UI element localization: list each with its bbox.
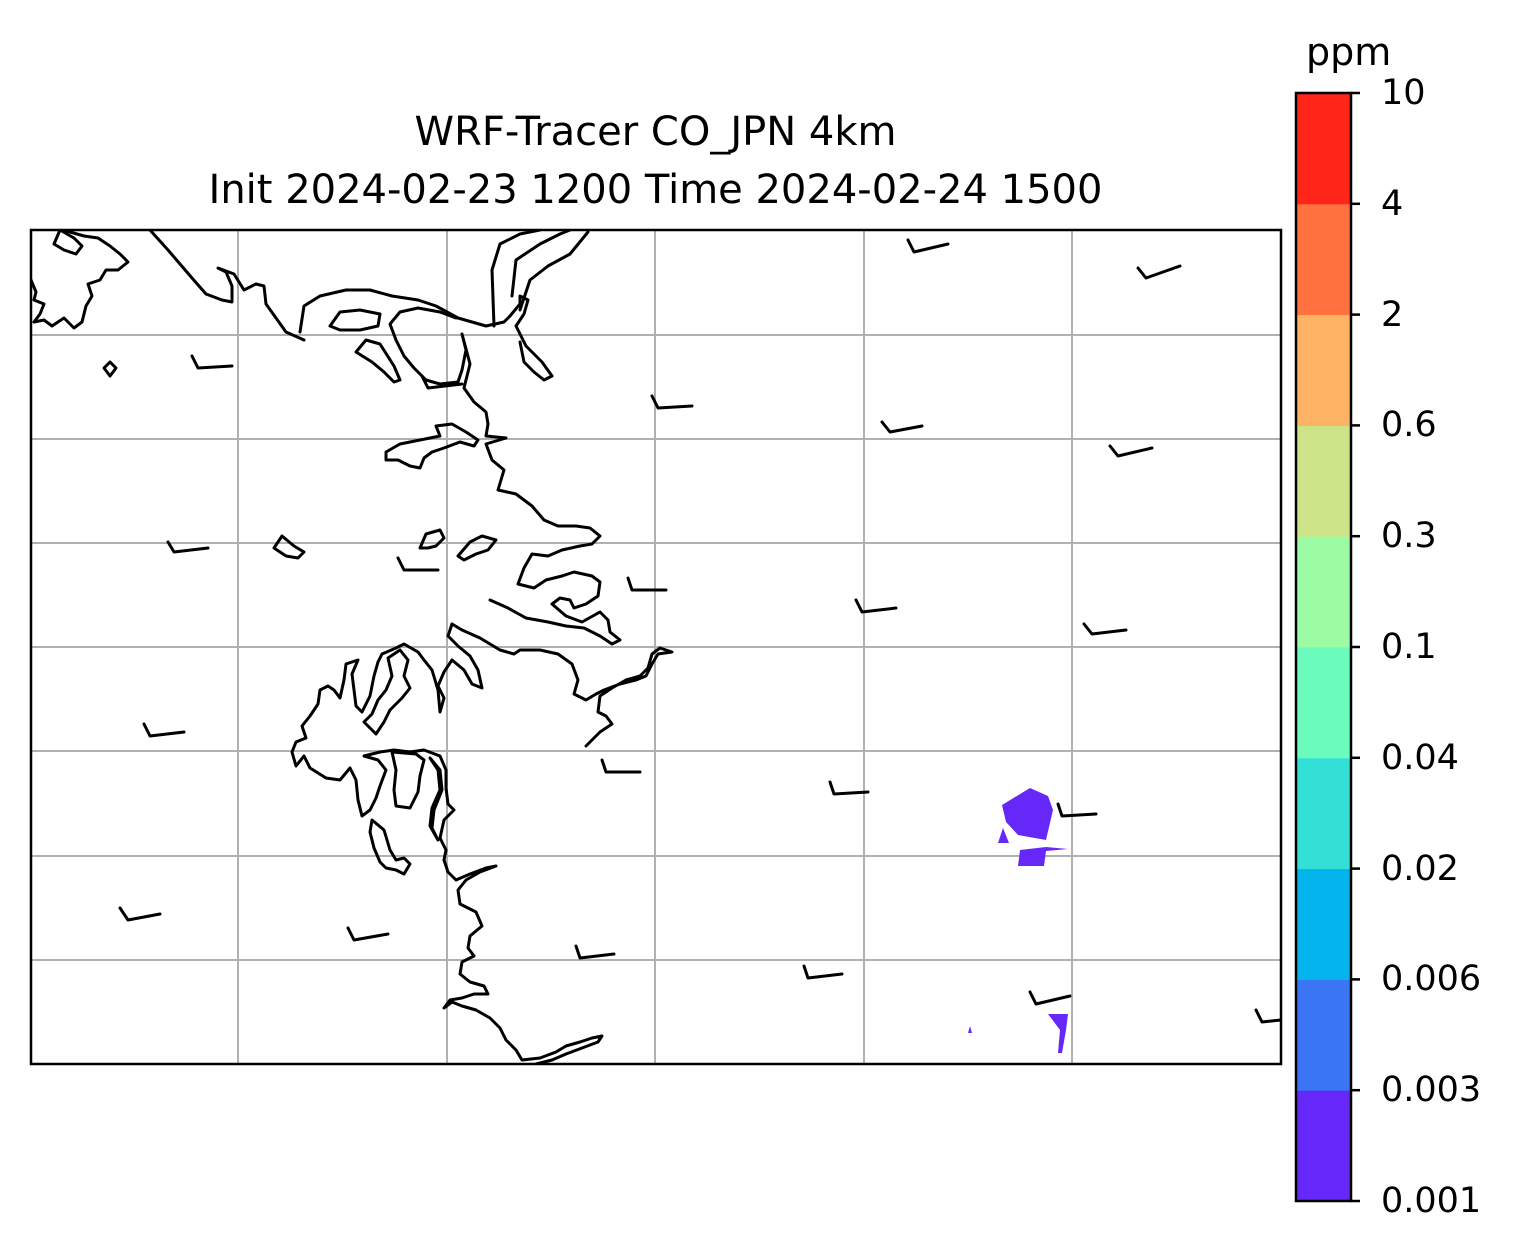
wind-barb	[1028, 990, 1072, 1006]
wind-barb	[1056, 802, 1098, 818]
colorbar-tick-label: 10	[1381, 73, 1426, 113]
colorbar-cell	[1296, 647, 1351, 759]
wind-barb	[906, 238, 950, 254]
wind-barb	[142, 722, 186, 738]
colorbar-tick-label: 0.006	[1381, 959, 1482, 1000]
coastline-inlet	[490, 230, 542, 328]
wind-barb	[118, 906, 162, 922]
coastline-northwest	[31, 230, 130, 330]
plume-patch-lower	[1018, 847, 1068, 866]
colorbar-unit-label: ppm	[1306, 30, 1392, 74]
coastline-west-inner	[362, 648, 412, 736]
wind-barb	[1108, 444, 1154, 458]
colorbar-tick-label: 0.1	[1381, 627, 1437, 667]
colorbar-cell	[1296, 757, 1351, 870]
colorbar-cell	[1296, 868, 1351, 980]
wind-barb	[396, 556, 440, 572]
coastline-west-peninsula	[290, 622, 484, 862]
wind-barb	[1082, 622, 1128, 636]
coastlines	[31, 230, 674, 1064]
coastline-mid-island-2	[428, 756, 444, 842]
colorbar-tick-label: 4	[1381, 183, 1404, 224]
coastline-island-c	[384, 422, 480, 470]
coastline-island-a	[328, 308, 382, 332]
coastline-island-f	[418, 528, 446, 550]
colorbar-tick-label: 0.003	[1381, 1070, 1482, 1111]
coastline-bay-north	[298, 288, 554, 382]
coastline-northeast-channel	[518, 230, 590, 312]
coastline-island-h	[52, 230, 84, 256]
wind-barb	[1136, 264, 1182, 280]
coastline-southwest-chain	[368, 818, 412, 876]
wind-barb	[574, 944, 616, 960]
wind-barb	[600, 758, 642, 774]
colorbar-tick-label: 0.02	[1381, 848, 1459, 889]
coastline-south-peninsula	[442, 858, 604, 1064]
wind-barb	[420, 374, 464, 390]
coastline-island-d	[102, 360, 118, 378]
coastline-central-coast	[388, 306, 622, 646]
coastline-north-peninsula	[148, 230, 306, 342]
colorbar-tick-label: 0.04	[1381, 737, 1459, 778]
colorbar-tick-label: 2	[1381, 294, 1404, 335]
plume-patch-speck	[968, 1026, 972, 1033]
plume-patch-small	[998, 828, 1009, 843]
colorbar-cell	[1296, 536, 1351, 648]
colorbar-tick-label: 0.3	[1381, 516, 1437, 557]
wind-barb	[190, 354, 234, 370]
map-title-line1: WRF-Tracer CO_JPN 4km	[414, 109, 897, 155]
colorbar-cell	[1296, 1090, 1351, 1202]
gridlines	[31, 230, 1281, 1064]
plume-patch-main	[1002, 788, 1053, 840]
wind-barb	[1254, 1008, 1281, 1024]
map-title-line2: Init 2024-02-23 1200 Time 2024-02-24 150…	[208, 167, 1103, 213]
coastline-mid-island	[390, 750, 426, 810]
colorbar-tick-label: 0.6	[1381, 405, 1437, 446]
colorbar-ticks	[1351, 91, 1360, 1203]
wind-barb	[166, 540, 210, 554]
coastline-island-b	[354, 338, 402, 384]
colorbar-tick-label: 0.001	[1381, 1181, 1482, 1221]
coastline-island-g	[456, 534, 498, 562]
wind-barb	[880, 420, 924, 434]
colorbar-cell	[1296, 93, 1351, 205]
coastline-inlet-east	[510, 230, 572, 298]
colorbar	[1296, 93, 1351, 1202]
co-tracer-plume	[968, 788, 1068, 1053]
colorbar-cell	[1296, 203, 1351, 316]
plume-patch-bottom	[1048, 1014, 1068, 1053]
coastline-island-e	[272, 534, 306, 560]
wind-barb	[802, 964, 844, 980]
wind-barbs	[118, 238, 1281, 1024]
wind-barb	[650, 394, 694, 410]
colorbar-cell	[1296, 979, 1351, 1091]
map-frame	[29, 228, 1283, 1066]
wind-barb	[828, 780, 870, 796]
colorbar-cell	[1296, 425, 1351, 537]
wind-barb	[626, 576, 668, 592]
wind-barb	[346, 926, 390, 942]
colorbar-cell	[1296, 314, 1351, 426]
coastline-central-south	[450, 622, 674, 748]
wind-barb	[854, 598, 898, 614]
